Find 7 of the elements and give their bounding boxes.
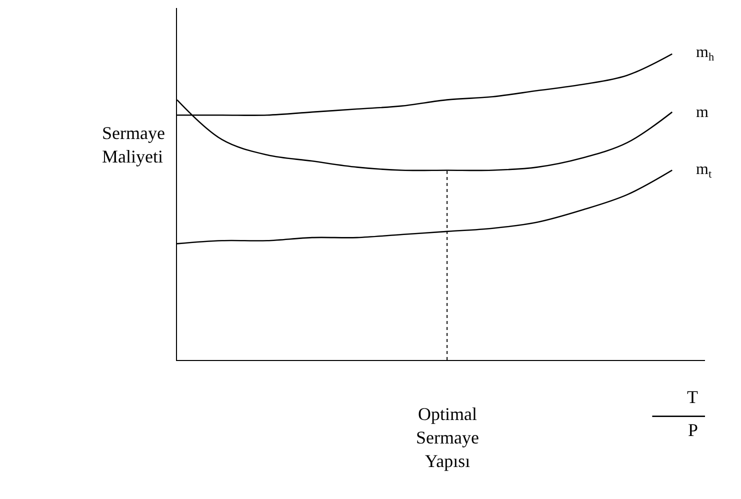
series-label: m$_{t}$ (696, 161, 712, 180)
series-label: m$_{h}$ (696, 44, 714, 64)
y-axis-title: Sermaye Maliyeti (102, 123, 165, 166)
x-axis-title: Optimal Sermaye Yapısı (416, 404, 479, 471)
text: T (687, 387, 698, 407)
text: P (688, 420, 698, 440)
series-label: m (696, 104, 709, 121)
